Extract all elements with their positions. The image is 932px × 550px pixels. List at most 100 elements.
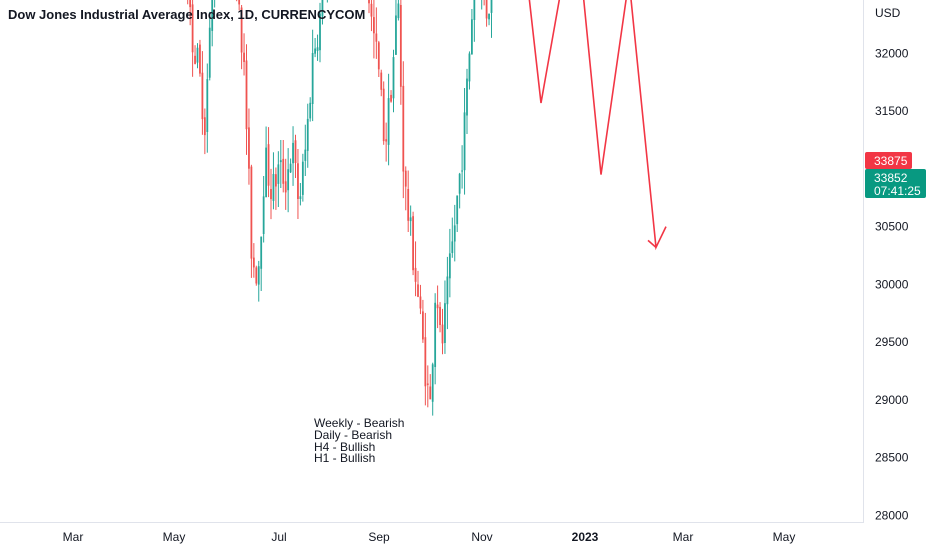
candle-body <box>399 5 402 87</box>
candle-body <box>473 0 476 20</box>
candle-body <box>189 0 192 8</box>
price-badge-upper: 33875 <box>865 152 912 169</box>
candle-body <box>407 189 410 221</box>
candle-body <box>441 324 444 344</box>
candle-body <box>248 127 250 169</box>
candle-body <box>392 57 395 99</box>
candle-body <box>250 166 253 259</box>
candle-body <box>201 72 204 120</box>
projection-arrowhead <box>647 239 657 249</box>
candle-body <box>208 27 211 78</box>
candle-body <box>412 216 414 271</box>
candle-body <box>321 0 324 17</box>
candle-body <box>431 364 434 402</box>
candle-body <box>444 303 446 343</box>
candle-body <box>301 161 304 195</box>
candle-body <box>284 181 287 193</box>
price-axis-panel[interactable] <box>864 0 932 550</box>
candle-body <box>375 33 378 42</box>
currency-label: USD <box>875 6 901 20</box>
candle-body <box>422 311 424 340</box>
y-tick-label: 30000 <box>875 277 909 291</box>
candle-body <box>292 142 294 164</box>
candle-body <box>255 267 258 284</box>
candle-body <box>387 98 390 145</box>
price-badge-last: 33852 07:41:25 <box>865 169 926 198</box>
candle-body <box>417 284 419 297</box>
candle-body <box>194 55 196 64</box>
price-badge-upper-value: 33875 <box>874 154 908 168</box>
candle-body <box>262 196 265 234</box>
x-tick-label: May <box>163 530 186 544</box>
x-tick-label: May <box>773 530 796 544</box>
annotation-line: H1 - Bullish <box>314 451 375 465</box>
candle-body <box>304 149 307 161</box>
candle-body <box>282 158 285 184</box>
y-tick-label: 32000 <box>875 46 909 60</box>
candle-body <box>436 304 439 309</box>
candle-body <box>490 0 493 13</box>
candle-body <box>260 236 263 269</box>
candle-body <box>199 44 201 74</box>
annotation-line: H4 - Bullish <box>314 440 375 454</box>
y-tick-label: 29500 <box>875 335 909 349</box>
candle-body <box>314 48 316 54</box>
candle-body <box>243 52 245 62</box>
candle-body <box>468 53 471 82</box>
y-tick-label: 30500 <box>875 220 909 234</box>
candle-body <box>309 102 312 119</box>
candle-body <box>196 47 199 63</box>
x-tick-label: Nov <box>471 530 492 544</box>
candle-body <box>434 302 437 367</box>
candle-body <box>275 174 277 187</box>
y-tick-label: 28500 <box>875 451 909 465</box>
x-tick-label: Mar <box>63 530 84 544</box>
candle-body <box>466 78 468 116</box>
candle-body <box>429 386 432 400</box>
candle-body <box>485 0 488 19</box>
candle-body <box>458 173 461 194</box>
candle-body <box>316 47 319 51</box>
candle-body <box>287 169 290 191</box>
candle-body <box>395 15 397 55</box>
candle-body <box>463 112 466 171</box>
candle-body <box>456 195 459 225</box>
candle-body <box>297 163 299 199</box>
candle-body <box>451 241 454 253</box>
annotation-line: Daily - Bearish <box>314 428 392 442</box>
x-tick-label: Jul <box>271 530 286 544</box>
candle-body <box>409 217 412 222</box>
projection-layer <box>512 0 667 251</box>
candle-body <box>471 19 473 55</box>
candle-body <box>488 13 490 20</box>
candle-body <box>279 160 282 163</box>
candle-body <box>311 53 314 104</box>
candle-body <box>211 0 214 31</box>
candle-body <box>270 189 272 200</box>
candle-body <box>238 0 241 5</box>
candle-body <box>368 0 370 4</box>
x-tick-label: 2023 <box>572 530 599 544</box>
y-tick-label: 31500 <box>875 104 909 118</box>
candle-body <box>448 253 451 279</box>
candle-body <box>390 94 392 102</box>
candle-body <box>385 139 388 142</box>
candle-body <box>414 267 417 282</box>
candle-body <box>397 3 400 19</box>
candle-body <box>419 296 422 309</box>
candle-body <box>380 72 383 90</box>
candle-body <box>426 383 429 385</box>
candle-body <box>446 276 449 305</box>
candle-body <box>206 79 209 132</box>
candle-body <box>424 337 427 387</box>
price-badge-countdown: 07:41:25 <box>874 184 921 198</box>
projection-path[interactable] <box>512 0 667 251</box>
candle-body <box>453 225 456 242</box>
candle-body <box>404 170 407 187</box>
candle-body <box>289 163 292 173</box>
candle-body <box>267 144 270 186</box>
candle-body <box>203 117 206 136</box>
time-axis-panel[interactable] <box>0 522 864 550</box>
candle-body <box>277 164 280 184</box>
